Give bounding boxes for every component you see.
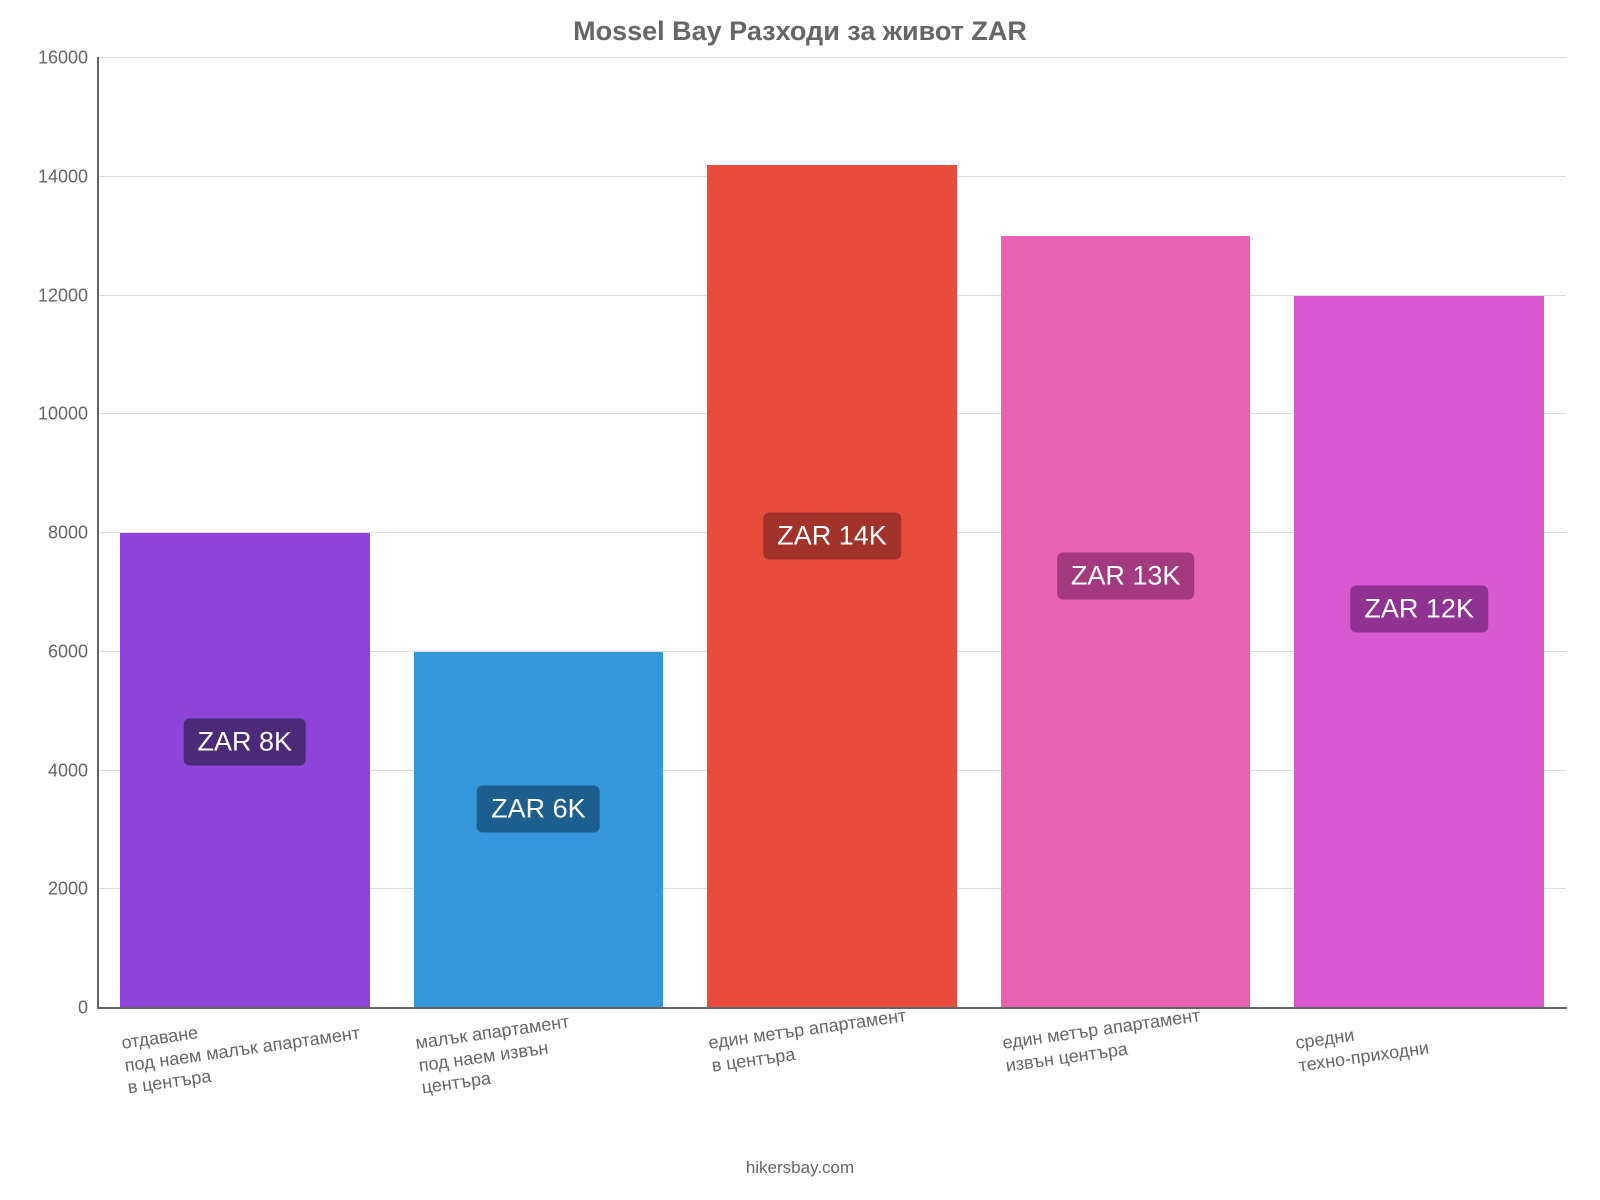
- bar: [1294, 296, 1544, 1009]
- y-tick-label: 14000: [38, 166, 88, 187]
- x-tick-label: отдаване под наем малък апартамент в цен…: [120, 999, 364, 1099]
- plot-inner: ZAR 8K ZAR 6K ZAR 14K ZAR 13K ZAR 12K: [98, 58, 1566, 1008]
- x-tick-label: един метър апартамент извън центъра: [1001, 1004, 1205, 1076]
- chart-container: Mossel Bay Разходи за живот ZAR ZAR 8KZA…: [0, 0, 1600, 1200]
- value-badge: ZAR 8K: [184, 719, 307, 766]
- y-tick-label: 8000: [48, 523, 88, 544]
- y-tick-label: 2000: [48, 879, 88, 900]
- value-badge: ZAR 6K: [477, 785, 600, 832]
- bar: [1001, 236, 1251, 1008]
- x-tick-label: един метър апартамент в центъра: [707, 1004, 911, 1076]
- y-tick-label: 12000: [38, 285, 88, 306]
- bar: [120, 533, 370, 1008]
- bar: [707, 165, 957, 1008]
- y-tick-label: 10000: [38, 404, 88, 425]
- y-tick-label: 0: [78, 998, 88, 1019]
- x-tick-label: малък апартамент под наем извън центъра: [414, 1010, 577, 1098]
- y-tick-label: 4000: [48, 760, 88, 781]
- gridline: [98, 57, 1566, 58]
- x-tick-label: средни техно-приходни: [1294, 1014, 1430, 1077]
- chart-title: Mossel Bay Разходи за живот ZAR: [0, 16, 1600, 47]
- footer-credit: hikersbay.com: [0, 1158, 1600, 1178]
- y-axis-line: [97, 57, 99, 1009]
- y-tick-label: 6000: [48, 641, 88, 662]
- value-badge: ZAR 14K: [763, 512, 901, 559]
- value-badge: ZAR 12K: [1350, 586, 1488, 633]
- value-badge: ZAR 13K: [1057, 552, 1195, 599]
- y-tick-label: 16000: [38, 48, 88, 69]
- plot-area: ZAR 8KZAR 6KZAR 14KZAR 13KZAR 12K 020004…: [98, 58, 1566, 1008]
